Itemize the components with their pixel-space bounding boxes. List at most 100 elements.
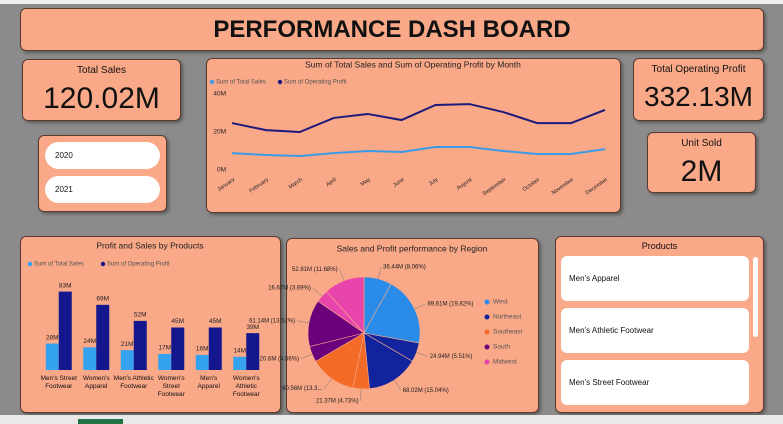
legend-label: South — [493, 344, 510, 351]
x-tick-label: July — [428, 177, 440, 188]
data-label: 17M — [158, 345, 171, 352]
legend-label: West — [493, 299, 508, 306]
data-label: 45M — [209, 318, 222, 325]
year-option[interactable]: 2021 — [45, 176, 160, 203]
data-label: 21M — [121, 341, 134, 348]
legend-marker — [484, 359, 490, 365]
data-label: 28M — [46, 334, 59, 341]
kpi-card: Total Sales 120.02M — [22, 59, 181, 121]
line-series — [231, 146, 606, 157]
line-series — [231, 103, 606, 134]
data-label: 24.94M (5.51%) — [430, 354, 473, 360]
x-tick-label: June — [392, 177, 405, 189]
data-label: 61.14M (13.52%) — [249, 318, 295, 324]
y-tick-label: 40M — [213, 91, 226, 98]
scrollbar[interactable] — [753, 257, 758, 337]
data-label: 52.81M (11.68%) — [292, 267, 338, 273]
bar — [58, 291, 72, 370]
data-label: 52M — [134, 312, 147, 319]
data-label: 89.61M (19.82%) — [427, 302, 473, 308]
sheet-tab[interactable] — [78, 419, 123, 424]
product-option[interactable]: Men's Apparel — [561, 256, 749, 301]
chart-title: Profit and Sales by Products — [96, 240, 203, 250]
title-panel: PERFORMANCE DASH BOARD — [20, 8, 764, 51]
legend-marker — [484, 329, 490, 335]
bar — [120, 350, 134, 370]
products-title: Products — [641, 241, 678, 251]
data-label: 16.67M (3.69%) — [268, 286, 311, 292]
x-tick-label: Men's Apparel — [197, 375, 220, 390]
leader-line — [324, 378, 332, 389]
legend-label: Midwest — [493, 359, 517, 366]
bar — [158, 353, 172, 370]
data-label: 16M — [196, 346, 209, 353]
line-chart-panel — [206, 58, 621, 213]
x-tick-label: Men's Street Footwear — [40, 375, 77, 390]
product-option[interactable]: Men's Street Footwear — [561, 360, 749, 405]
leader-line — [312, 287, 323, 297]
bar — [246, 333, 260, 370]
x-tick-label: February — [248, 177, 270, 195]
bar — [171, 327, 185, 370]
leader-line — [416, 352, 428, 357]
data-label: 24M — [83, 338, 96, 345]
legend-marker — [484, 344, 490, 350]
bar — [233, 356, 247, 370]
x-tick-label: April — [325, 177, 337, 188]
legend-label: Sum of Operating Profit — [107, 262, 170, 268]
kpi-value: 2M — [680, 155, 723, 188]
legend-marker — [484, 299, 490, 305]
product-option[interactable]: Men's Athletic Footwear — [561, 308, 749, 353]
x-tick-label: Women's Athletic Footwear — [232, 375, 260, 398]
x-tick-label: September — [482, 177, 508, 197]
kpi-label: Total Sales — [77, 65, 126, 76]
bar — [45, 343, 59, 370]
data-label: 21.37M (4.73%) — [316, 398, 359, 404]
x-tick-label: November — [551, 177, 575, 197]
legend-marker — [277, 79, 283, 85]
x-tick-label: March — [288, 177, 304, 191]
bar — [96, 304, 110, 370]
bar — [133, 320, 147, 370]
data-label: 36.44M (8.06%) — [383, 265, 426, 271]
legend-marker — [100, 261, 106, 267]
leader-line — [297, 320, 309, 324]
kpi-value: 120.02M — [43, 82, 160, 115]
y-tick-label: 0M — [217, 167, 226, 174]
x-tick-label: May — [360, 177, 372, 188]
x-tick-label: Women's Apparel — [82, 375, 110, 390]
legend-marker — [209, 79, 215, 85]
legend-label: Sum of Total Sales — [34, 262, 84, 268]
bottom-strip — [0, 415, 783, 424]
top-strip — [0, 0, 783, 4]
bar — [208, 327, 222, 370]
legend-label: Southeast — [493, 329, 522, 336]
bar — [195, 354, 209, 370]
pie-slice — [326, 276, 365, 334]
legend-marker — [484, 314, 490, 320]
data-label: 83M — [59, 282, 72, 289]
data-label: 20.6M (4.56%) — [260, 356, 299, 362]
chart-title: Sales and Profit performance by Region — [337, 243, 488, 253]
data-label: 14M — [233, 347, 246, 354]
kpi-card: Unit Sold 2M — [647, 132, 756, 193]
legend-label: Northeast — [493, 314, 521, 321]
leader-line — [377, 267, 382, 279]
kpi-label: Unit Sold — [681, 138, 722, 149]
x-tick-label: Men's Athletic Footwear — [113, 375, 154, 390]
leader-line — [300, 353, 313, 359]
x-tick-label: August — [456, 177, 474, 192]
kpi-value: 332.13M — [644, 81, 753, 112]
data-label: 68.02M (15.04%) — [403, 388, 449, 394]
data-label: 69M — [96, 296, 109, 303]
year-option[interactable]: 2020 — [45, 142, 160, 169]
chart-title: Sum of Total Sales and Sum of Operating … — [305, 59, 521, 69]
dashboard-title: PERFORMANCE DASH BOARD — [213, 16, 571, 43]
bar — [83, 347, 97, 370]
data-label: 39M — [246, 324, 259, 331]
x-tick-label: January — [217, 177, 237, 193]
kpi-label: Total Operating Profit — [651, 64, 746, 75]
leader-line — [414, 303, 426, 310]
